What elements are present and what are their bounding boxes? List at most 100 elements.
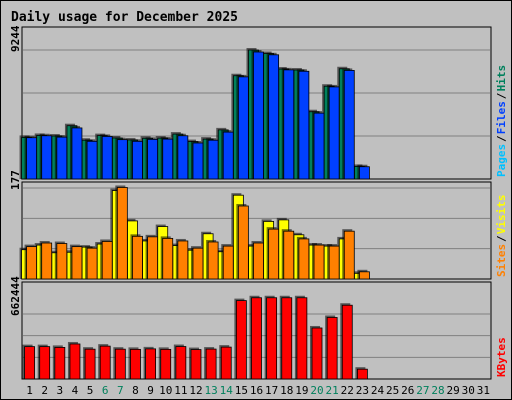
bar-visits-sites-13 [207,241,219,280]
bar-visits-sites-19 [298,238,310,280]
bar-kbytes-kbytes-10 [160,348,172,380]
x-tick-label-28: 28 [431,384,444,397]
bar-hits-files-5 [86,140,98,180]
bar-kbytes-kbytes-12 [190,349,202,380]
x-tick-label-20: 20 [310,384,323,397]
bar-hits-files-6 [101,136,113,180]
x-tick-label-1: 1 [26,384,33,397]
bar-kbytes-kbytes-20 [311,327,323,380]
x-tick-label-31: 31 [477,384,490,397]
bar-hits-files-13 [207,139,219,180]
bar-kbytes-kbytes-15 [235,300,247,380]
x-tick-label-18: 18 [280,384,293,397]
bar-kbytes-kbytes-7 [114,348,126,380]
x-tick-label-3: 3 [57,384,64,397]
bar-hits-files-18 [283,69,295,180]
y-max-label-hits: 9244 [9,25,22,52]
bar-kbytes-kbytes-21 [326,317,338,380]
bar-visits-sites-12 [192,247,204,280]
bar-kbytes-kbytes-16 [251,297,262,380]
bar-kbytes-kbytes-17 [266,297,278,380]
side-label-kbytes-0: KBytes [495,337,508,377]
bar-hits-files-17 [268,54,280,180]
bar-visits-sites-8 [132,235,143,280]
x-tick-label-2: 2 [41,384,48,397]
bar-visits-sites-10 [162,237,174,280]
bar-hits-files-23 [359,166,370,180]
bar-visits-sites-7 [116,187,128,280]
bar-kbytes-kbytes-4 [69,343,81,380]
bar-kbytes-kbytes-13 [205,348,217,380]
bar-hits-files-8 [132,140,143,180]
x-tick-label-9: 9 [147,384,154,397]
chart-title: Daily usage for December 2025 [11,10,238,25]
bar-hits-files-7 [116,139,128,180]
bar-visits-sites-9 [147,236,158,280]
bar-kbytes-kbytes-1 [24,346,35,380]
bar-hits-files-9 [147,138,158,180]
x-tick-label-11: 11 [174,384,187,397]
x-tick-label-17: 17 [265,384,278,397]
bar-hits-files-2 [41,135,53,180]
bar-visits-sites-3 [56,243,68,280]
bar-visits-sites-23 [359,271,370,280]
x-tick-label-12: 12 [189,384,202,397]
bar-kbytes-kbytes-2 [39,346,51,380]
bar-visits-sites-20 [313,244,325,280]
x-tick-label-23: 23 [356,384,369,397]
bar-visits-sites-15 [237,205,249,280]
bar-kbytes-kbytes-11 [175,346,187,380]
bar-kbytes-kbytes-5 [84,348,96,380]
bar-kbytes-kbytes-3 [54,347,66,380]
bar-visits-sites-2 [41,242,53,280]
bar-hits-files-12 [192,142,204,180]
bar-visits-sites-17 [268,228,280,280]
bar-visits-sites-5 [86,247,98,280]
x-tick-label-30: 30 [462,384,475,397]
bar-visits-sites-18 [283,230,295,280]
x-tick-label-25: 25 [386,384,399,397]
bar-visits-sites-21 [328,245,340,280]
x-tick-label-21: 21 [326,384,339,397]
bar-hits-files-19 [298,70,310,180]
bar-visits-sites-14 [222,245,234,280]
side-label-visits-2: Visits [495,194,508,234]
bar-hits-files-22 [343,70,355,180]
x-tick-label-16: 16 [250,384,263,397]
x-tick-label-24: 24 [371,384,385,397]
x-tick-label-29: 29 [447,384,460,397]
x-tick-label-15: 15 [235,384,248,397]
bar-visits-sites-1 [26,246,37,280]
x-tick-label-22: 22 [341,384,354,397]
bar-visits-sites-6 [101,241,113,280]
x-tick-label-13: 13 [204,384,217,397]
bar-visits-sites-16 [253,242,264,280]
side-label-visits-0: Sites [495,244,508,277]
bar-hits-files-16 [253,51,264,180]
bar-kbytes-kbytes-6 [99,345,111,380]
x-tick-label-27: 27 [416,384,429,397]
x-tick-label-7: 7 [117,384,124,397]
x-tick-label-19: 19 [295,384,308,397]
side-label-hits-1: / [495,135,508,142]
x-tick-label-5: 5 [87,384,94,397]
bar-kbytes-kbytes-14 [220,346,232,380]
bar-hits-files-10 [162,138,174,180]
y-max-label-visits: 177 [9,170,22,190]
bar-kbytes-kbytes-9 [145,348,156,380]
x-tick-label-26: 26 [401,384,414,397]
x-tick-label-8: 8 [132,384,139,397]
x-tick-label-4: 4 [72,384,79,397]
bar-hits-files-21 [328,86,340,180]
side-label-hits-0: Pages [495,144,508,177]
bar-hits-files-14 [222,131,234,180]
bar-kbytes-kbytes-23 [357,368,368,380]
side-label-visits-1: / [495,235,508,242]
y-max-label-kbytes: 662444 [9,276,22,316]
bar-hits-files-1 [26,137,37,180]
bar-kbytes-kbytes-18 [281,297,293,380]
bar-kbytes-kbytes-22 [341,304,353,380]
side-label-hits-2: Files [495,101,508,134]
